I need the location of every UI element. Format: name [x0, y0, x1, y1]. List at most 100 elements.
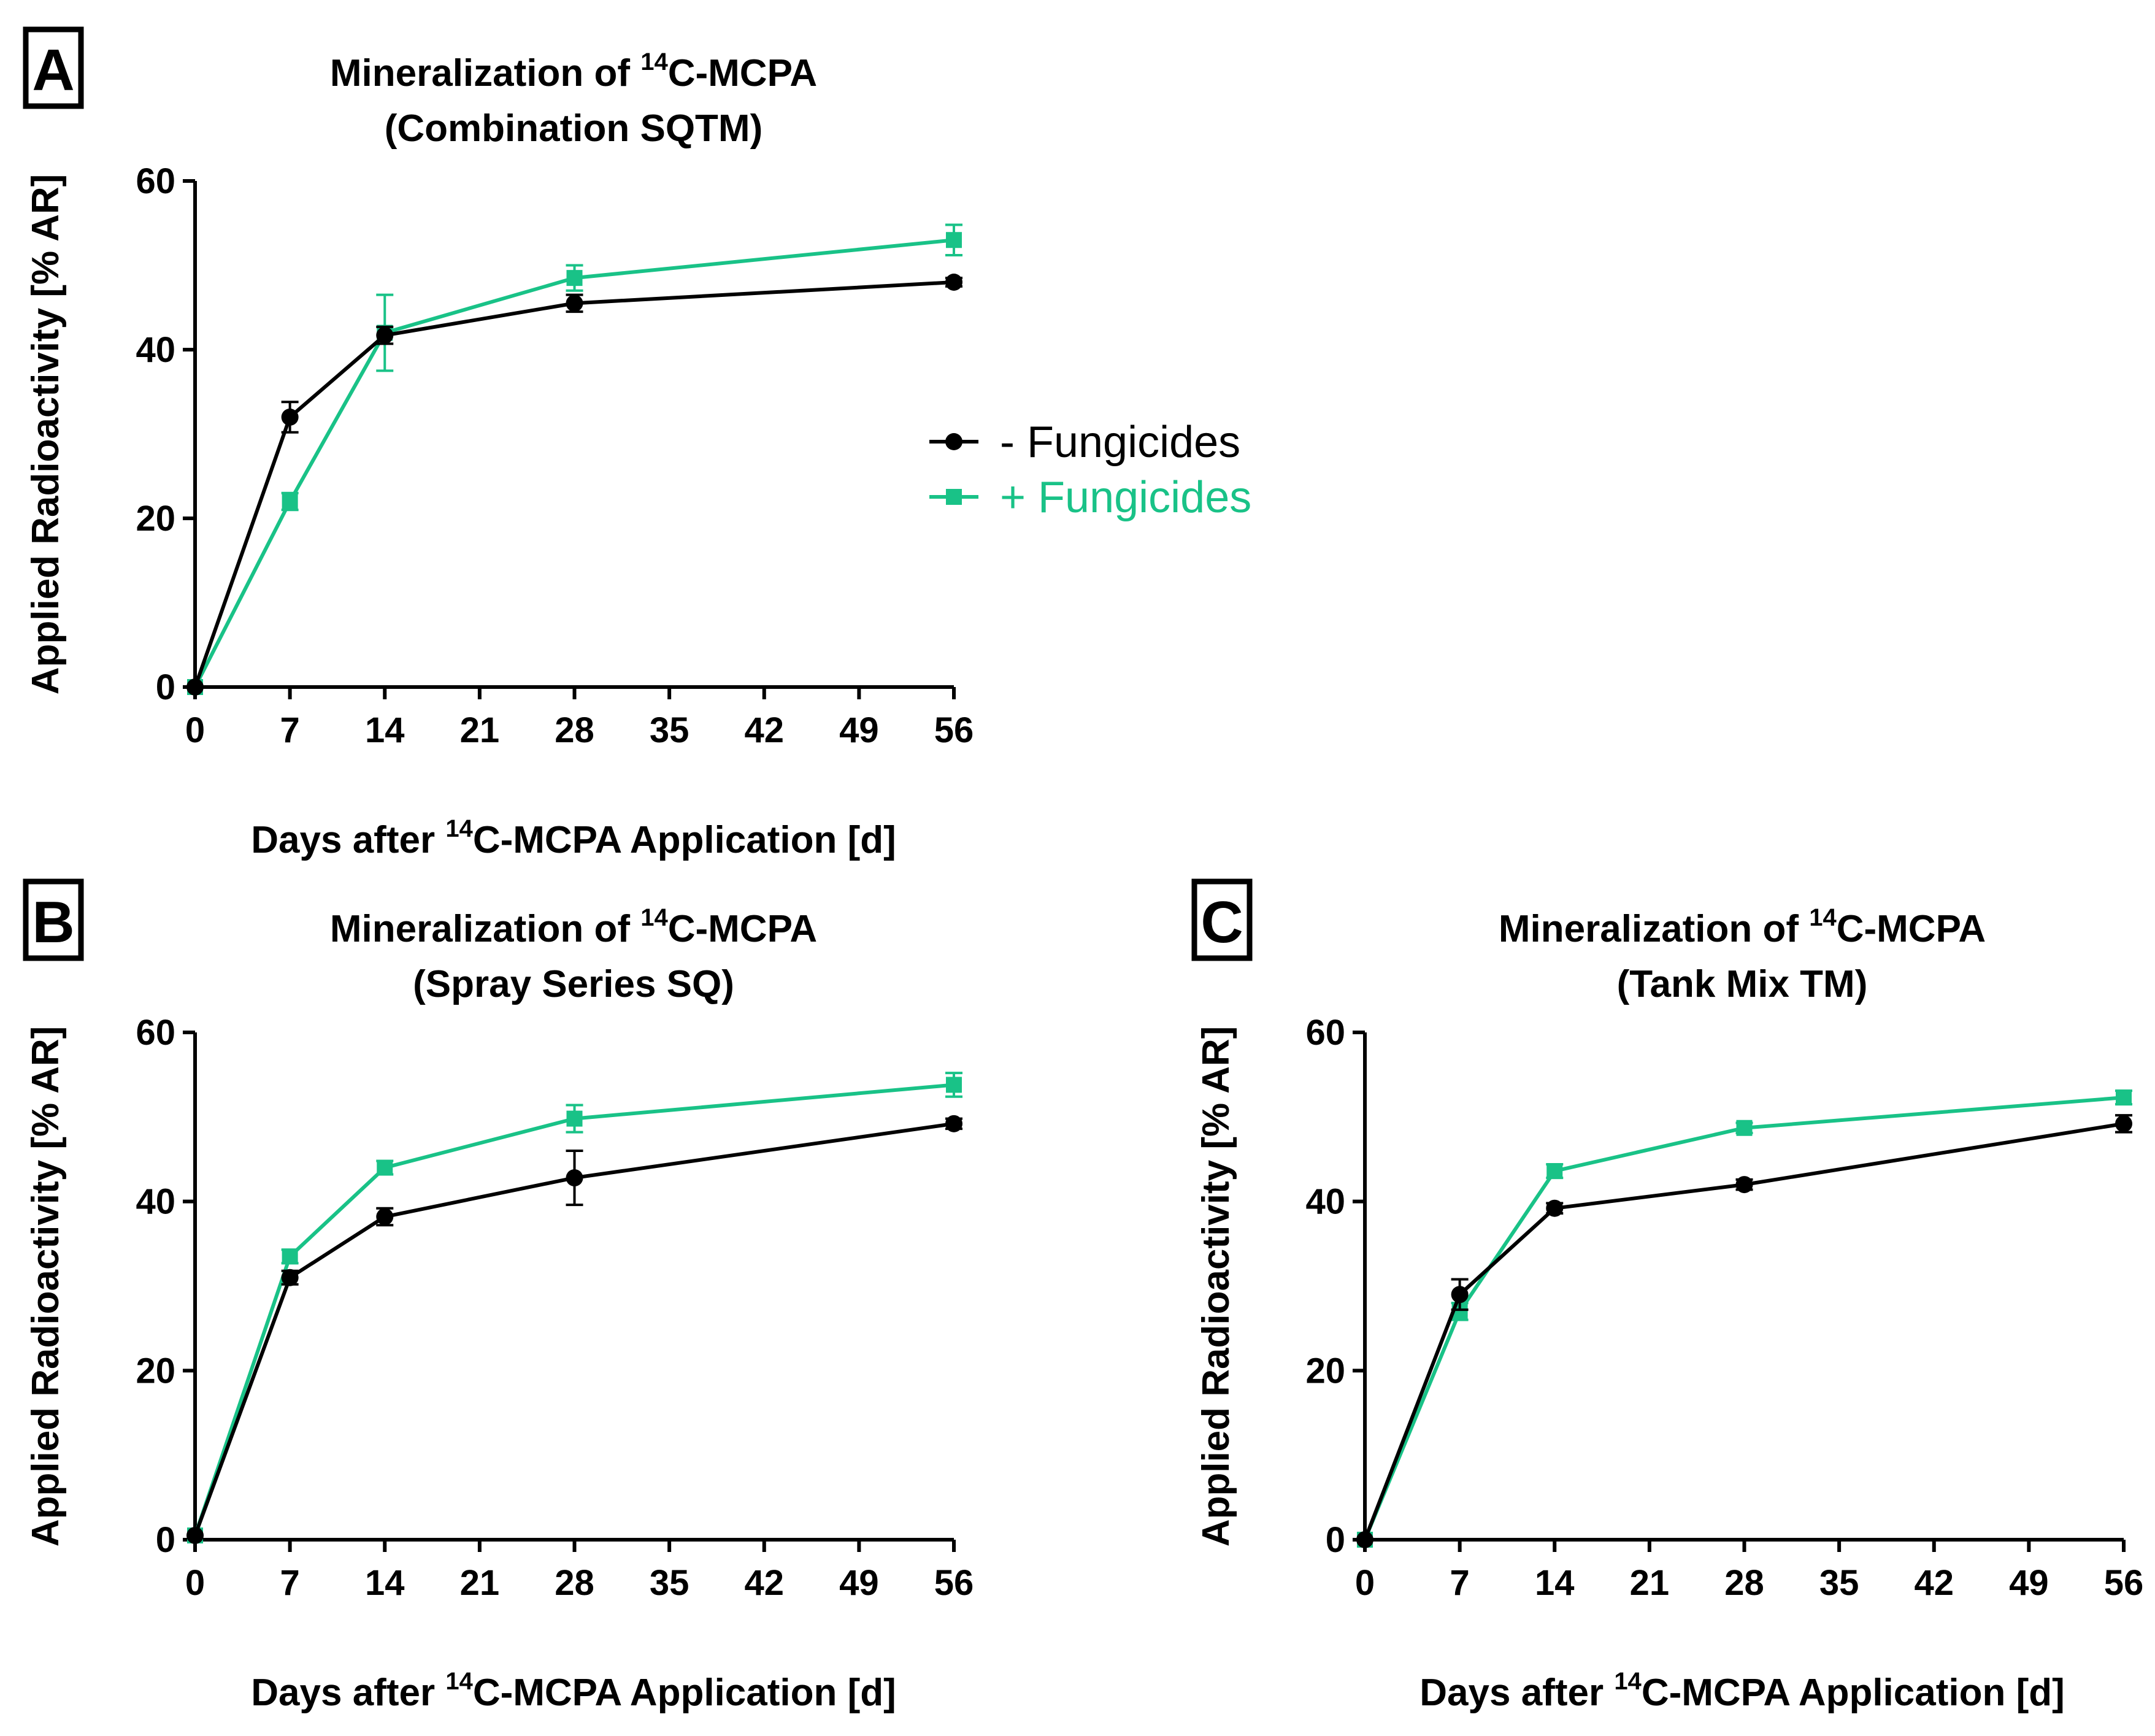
- data-point-plus-fungicides: [566, 1110, 583, 1127]
- x-tick-label: 0: [185, 710, 205, 750]
- data-point-minus-fungicides: [281, 409, 299, 426]
- legend-label-minus: - Fungicides: [1000, 418, 1240, 467]
- xlabel-prefix: Days after: [251, 1672, 445, 1714]
- chart-title-line2: (Spray Series SQ): [413, 963, 734, 1005]
- legend-marker-minus: [945, 433, 962, 450]
- x-axis-label: Days after 14C-MCPA Application [d]: [1419, 1668, 2065, 1714]
- x-tick-label: 7: [1450, 1563, 1469, 1603]
- chart-title-line2: (Combination SQTM): [385, 107, 763, 150]
- legend: - Fungicides + Fungicides: [929, 418, 1251, 522]
- y-axis-label: Applied Radioactivity [% AR]: [1195, 1026, 1237, 1547]
- data-point-plus-fungicides: [1546, 1163, 1563, 1180]
- legend-marker-plus: [946, 489, 962, 505]
- data-point-plus-fungicides: [282, 493, 298, 510]
- series-line-minus-fungicides: [193, 280, 955, 688]
- xlabel-prefix: Days after: [1419, 1672, 1614, 1714]
- title-suffix: C-MCPA: [668, 908, 817, 950]
- xlabel-prefix: Days after: [251, 819, 445, 861]
- data-point-minus-fungicides: [281, 1269, 299, 1286]
- data-point-minus-fungicides: [945, 274, 962, 291]
- x-tick-label: 7: [280, 710, 299, 750]
- data-point-plus-fungicides: [282, 1248, 298, 1265]
- chart-title-line1: Mineralization of 14C-MCPA: [330, 48, 817, 94]
- data-point-plus-fungicides: [1736, 1120, 1753, 1136]
- data-point-minus-fungicides: [186, 678, 204, 696]
- x-tick-label: 0: [185, 1563, 205, 1603]
- x-tick-label: 56: [934, 710, 974, 750]
- data-point-plus-fungicides: [377, 1159, 393, 1176]
- x-tick-label: 56: [2104, 1563, 2144, 1603]
- y-tick-label: 40: [136, 1182, 175, 1222]
- xlabel-suffix: C-MCPA Application [d]: [473, 819, 896, 861]
- data-point-minus-fungicides: [186, 1527, 204, 1545]
- x-tick-label: 49: [2009, 1563, 2049, 1603]
- x-tick-label: 14: [1535, 1563, 1575, 1603]
- y-tick-label: 20: [136, 499, 175, 539]
- y-tick-label: 20: [1305, 1351, 1345, 1391]
- x-tick-label: 14: [365, 1563, 405, 1603]
- y-tick-label: 0: [156, 667, 175, 707]
- xlabel-superscript: 14: [445, 815, 473, 842]
- x-axis-label: Days after 14C-MCPA Application [d]: [251, 1668, 896, 1714]
- x-axis-label: Days after 14C-MCPA Application [d]: [251, 815, 896, 861]
- x-tick-label: 21: [1630, 1563, 1670, 1603]
- y-tick-label: 60: [136, 1013, 175, 1053]
- data-point-minus-fungicides: [1546, 1199, 1564, 1217]
- y-tick-label: 60: [1305, 1013, 1345, 1053]
- x-tick-label: 56: [934, 1563, 974, 1603]
- x-tick-label: 14: [365, 710, 405, 750]
- data-point-minus-fungicides: [566, 1169, 583, 1187]
- y-tick-label: 0: [1326, 1520, 1345, 1560]
- panel-letter-box: [1191, 878, 1253, 961]
- data-point-plus-fungicides: [2116, 1089, 2132, 1106]
- x-tick-label: 42: [1914, 1563, 1954, 1603]
- x-tick-label: 35: [650, 710, 690, 750]
- xlabel-superscript: 14: [445, 1668, 473, 1695]
- xlabel-superscript: 14: [1614, 1668, 1642, 1695]
- x-tick-label: 21: [460, 710, 500, 750]
- x-tick-label: 42: [744, 1563, 784, 1603]
- title-superscript: 14: [640, 48, 668, 75]
- data-point-plus-fungicides: [946, 1077, 962, 1093]
- title-superscript: 14: [640, 904, 668, 931]
- y-axis-label: Applied Radioactivity [% AR]: [25, 174, 67, 695]
- data-point-minus-fungicides: [376, 326, 394, 344]
- title-prefix: Mineralization of: [330, 52, 640, 94]
- x-tick-label: 28: [1724, 1563, 1764, 1603]
- data-point-minus-fungicides: [376, 1208, 394, 1226]
- panel-letter-box: [23, 878, 84, 961]
- panel-letter-box: [23, 26, 84, 109]
- data-point-minus-fungicides: [566, 294, 583, 312]
- x-tick-label: 28: [555, 1563, 594, 1603]
- chart-panel-a: A Mineralization of 14C-MCPA(Combination …: [23, 26, 974, 861]
- xlabel-suffix: C-MCPA Application [d]: [473, 1672, 896, 1714]
- y-tick-label: 40: [1305, 1182, 1345, 1222]
- title-suffix: C-MCPA: [668, 52, 817, 94]
- y-tick-label: 20: [136, 1351, 175, 1391]
- panel-letter: A: [32, 37, 74, 103]
- title-superscript: 14: [1809, 904, 1837, 931]
- title-prefix: Mineralization of: [1499, 908, 1809, 950]
- legend-label-plus: + Fungicides: [1000, 473, 1251, 522]
- panel-letter: B: [32, 889, 74, 955]
- data-point-minus-fungicides: [1451, 1286, 1469, 1304]
- chart-title-line2: (Tank Mix TM): [1617, 963, 1868, 1005]
- data-point-plus-fungicides: [946, 232, 962, 248]
- y-tick-label: 0: [156, 1520, 175, 1560]
- x-tick-label: 21: [460, 1563, 500, 1603]
- title-prefix: Mineralization of: [330, 908, 640, 950]
- x-tick-label: 42: [744, 710, 784, 750]
- data-point-minus-fungicides: [2115, 1115, 2132, 1132]
- chart-panel-b: B Mineralization of 14C-MCPA(Spray Series…: [23, 878, 974, 1714]
- panel-letter: C: [1200, 889, 1243, 955]
- data-point-minus-fungicides: [1356, 1531, 1373, 1548]
- data-point-minus-fungicides: [945, 1115, 962, 1132]
- x-tick-label: 0: [1355, 1563, 1375, 1603]
- chart-title-line1: Mineralization of 14C-MCPA: [330, 904, 817, 950]
- series-line-plus-fungicides: [1363, 1096, 2124, 1541]
- chart-panel-c: C Mineralization of 14C-MCPA(Tank Mix TM)…: [1191, 878, 2144, 1714]
- data-point-minus-fungicides: [1735, 1176, 1753, 1194]
- x-tick-label: 49: [839, 1563, 879, 1603]
- x-tick-label: 28: [555, 710, 594, 750]
